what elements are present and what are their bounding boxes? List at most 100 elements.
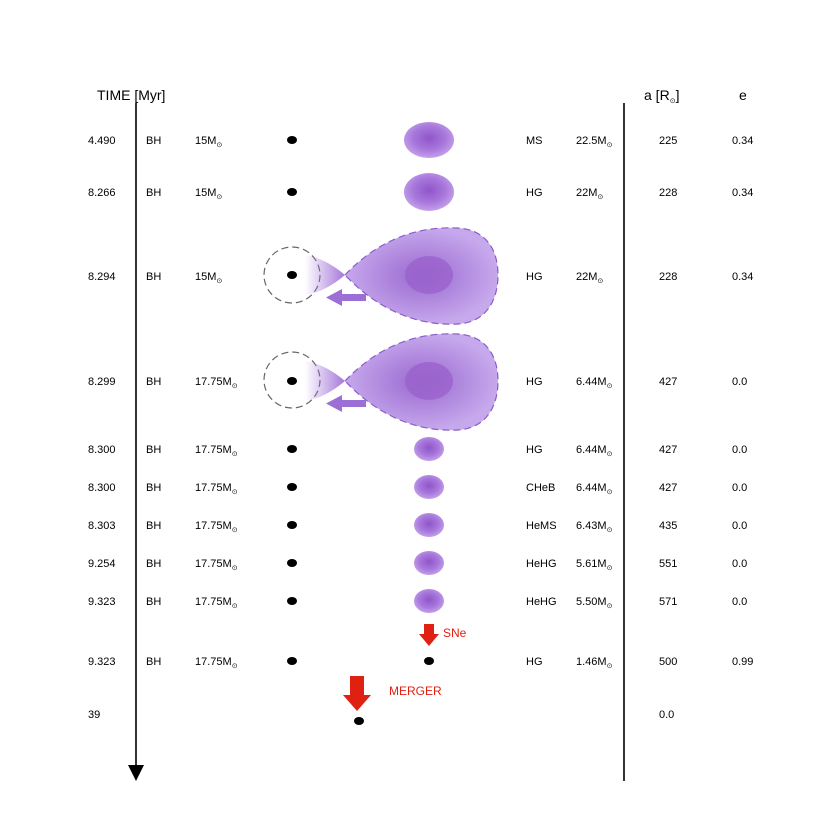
roche-lobe-overflow-2	[263, 333, 499, 431]
merger-event: MERGER	[343, 676, 442, 711]
bh-dot	[287, 271, 297, 279]
row-time: 8.300	[88, 444, 116, 456]
row-secondary-type: HeHG	[526, 558, 557, 570]
row-secondary-mass: 6.44M⊙	[576, 444, 613, 458]
row-primary-type: BH	[146, 376, 161, 388]
row-primary-mass: 17.75M⊙	[195, 444, 238, 458]
roche-lobe-overflow-1	[263, 227, 499, 325]
bh-dot	[287, 483, 297, 491]
row-primary-type: BH	[146, 187, 161, 199]
row-eccentricity: 0.34	[732, 135, 753, 147]
merger-arrow-shaft	[350, 676, 364, 696]
separation-header: a [R⊙]	[644, 87, 679, 105]
eccentricity-header: e	[739, 87, 747, 103]
bh-dot	[287, 597, 297, 605]
row-time: 9.323	[88, 656, 116, 668]
sne-arrow-head	[419, 634, 439, 646]
row-eccentricity: 0.34	[732, 187, 753, 199]
row-time: 8.299	[88, 376, 116, 388]
row-primary-type: BH	[146, 271, 161, 283]
row-secondary-mass: 6.44M⊙	[576, 376, 613, 390]
row-secondary-mass: 6.43M⊙	[576, 520, 613, 534]
mass-transfer-stream	[305, 361, 345, 401]
star-cheb	[414, 475, 444, 499]
supernova-event: SNe	[419, 624, 467, 646]
row-separation: 435	[659, 520, 677, 532]
row-separation: 228	[659, 187, 677, 199]
companion-stars	[263, 122, 499, 613]
donor-core	[405, 256, 453, 294]
row-separation: 427	[659, 376, 677, 388]
row-secondary-mass: 6.44M⊙	[576, 482, 613, 496]
sne-arrow-shaft	[424, 624, 434, 635]
row-eccentricity: 0.0	[732, 376, 747, 388]
final-time: 39	[88, 709, 100, 721]
row-eccentricity: 0.99	[732, 656, 753, 668]
mass-transfer-arrow	[326, 395, 366, 412]
star-ms	[404, 122, 454, 158]
merger-arrow-head	[343, 695, 371, 711]
row-eccentricity: 0.0	[732, 444, 747, 456]
row-primary-mass: 17.75M⊙	[195, 596, 238, 610]
row-secondary-mass: 5.61M⊙	[576, 558, 613, 572]
row-secondary-type: HG	[526, 271, 543, 283]
row-primary-type: BH	[146, 135, 161, 147]
remnant-dot	[424, 657, 434, 665]
row-primary-mass: 15M⊙	[195, 135, 222, 149]
row-primary-type: BH	[146, 482, 161, 494]
row-secondary-type: HG	[526, 444, 543, 456]
row-secondary-type: MS	[526, 135, 543, 147]
row-secondary-mass: 22M⊙	[576, 271, 603, 285]
row-secondary-type: HeHG	[526, 596, 557, 608]
merged-bh-dot	[354, 717, 364, 725]
row-time: 8.303	[88, 520, 116, 532]
row-eccentricity: 0.0	[732, 482, 747, 494]
row-secondary-type: HeMS	[526, 520, 557, 532]
bh-dot	[287, 445, 297, 453]
bh-dot	[287, 521, 297, 529]
mass-transfer-stream	[305, 255, 345, 295]
row-secondary-type: HG	[526, 656, 543, 668]
row-separation: 427	[659, 482, 677, 494]
row-time: 8.294	[88, 271, 116, 283]
star-hems	[414, 513, 444, 537]
bh-dot	[287, 559, 297, 567]
row-time: 9.323	[88, 596, 116, 608]
bh-dot	[287, 657, 297, 665]
row-primary-mass: 17.75M⊙	[195, 656, 238, 670]
row-eccentricity: 0.0	[732, 558, 747, 570]
row-secondary-type: CHeB	[526, 482, 555, 494]
row-separation: 571	[659, 596, 677, 608]
row-time: 9.254	[88, 558, 116, 570]
star-hehg-1	[414, 551, 444, 575]
time-axis-arrowhead	[128, 765, 144, 781]
row-secondary-type: HG	[526, 187, 543, 199]
row-separation: 228	[659, 271, 677, 283]
row-secondary-mass: 22M⊙	[576, 187, 603, 201]
row-separation: 500	[659, 656, 677, 668]
row-time: 4.490	[88, 135, 116, 147]
row-primary-type: BH	[146, 656, 161, 668]
row-secondary-mass: 1.46M⊙	[576, 656, 613, 670]
row-eccentricity: 0.34	[732, 271, 753, 283]
time-axis-label: TIME [Myr]	[97, 87, 165, 103]
row-primary-mass: 15M⊙	[195, 187, 222, 201]
donor-core	[405, 362, 453, 400]
merger-label: MERGER	[389, 684, 442, 698]
row-primary-mass: 17.75M⊙	[195, 376, 238, 390]
row-primary-mass: 15M⊙	[195, 271, 222, 285]
row-separation: 427	[659, 444, 677, 456]
black-holes	[287, 136, 434, 725]
bh-dot	[287, 188, 297, 196]
bh-dot	[287, 136, 297, 144]
row-primary-type: BH	[146, 444, 161, 456]
row-primary-type: BH	[146, 596, 161, 608]
final-separation: 0.0	[659, 709, 674, 721]
row-primary-type: BH	[146, 520, 161, 532]
row-time: 8.300	[88, 482, 116, 494]
star-hg	[404, 173, 454, 211]
row-primary-type: BH	[146, 558, 161, 570]
row-separation: 225	[659, 135, 677, 147]
